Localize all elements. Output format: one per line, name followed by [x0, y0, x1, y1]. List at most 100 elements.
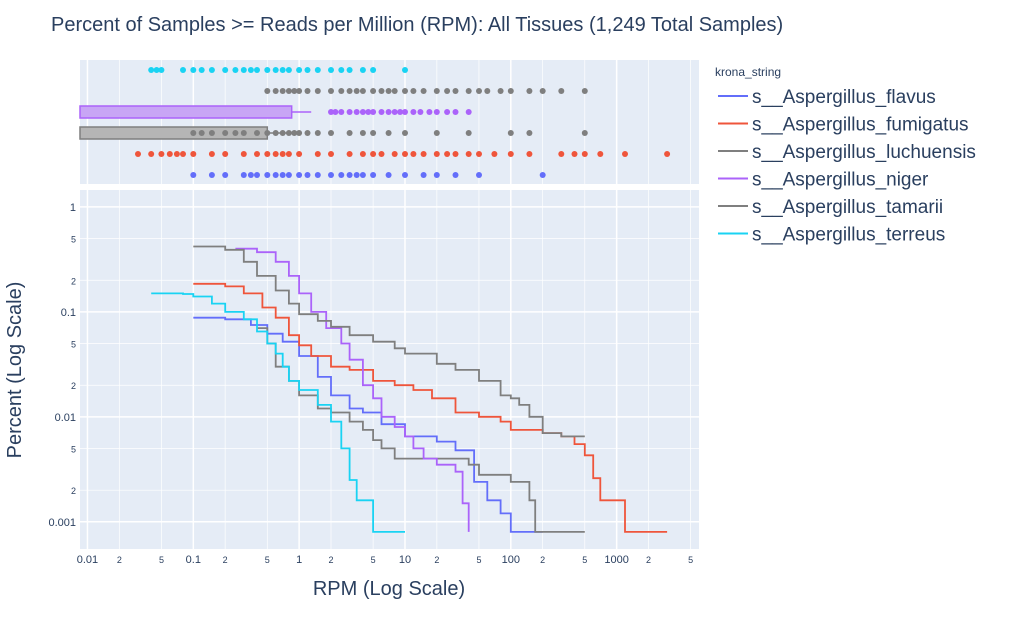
marginal-dot: [190, 172, 197, 178]
marginal-dot: [272, 130, 279, 136]
marginal-dot: [304, 88, 311, 94]
marginal-dot: [135, 151, 141, 157]
marginal-dot: [346, 109, 353, 115]
marginal-dot: [385, 109, 392, 115]
marginal-dot: [254, 67, 260, 73]
marginal-dot: [285, 88, 292, 94]
x-tick-label: 5: [265, 555, 270, 565]
marginal-dot: [304, 67, 311, 73]
marginal-dot: [148, 67, 155, 73]
x-tick-label: 2: [434, 555, 439, 565]
marginal-dot: [285, 151, 292, 157]
marginal-dot: [507, 130, 514, 136]
y-tick-label: 1: [70, 202, 76, 214]
marginal-dot: [476, 172, 482, 178]
marginal-dot: [328, 151, 334, 157]
legend-item-s-aspergillus-luchuensis[interactable]: s__Aspergillus_luchuensis: [718, 142, 976, 163]
marginal-dot: [353, 88, 360, 94]
x-tick-label: 1: [296, 554, 302, 566]
marginal-dot: [365, 109, 372, 115]
marginal-dot: [370, 109, 377, 115]
marginal-dot: [353, 172, 360, 178]
marginal-dot: [433, 109, 440, 115]
marginal-dot: [359, 67, 366, 73]
marginal-dot: [359, 130, 366, 136]
x-tick-label: 0.01: [77, 554, 98, 566]
marginal-dot: [198, 130, 205, 136]
marginal-dot: [402, 130, 408, 136]
marginal-dot: [338, 172, 345, 178]
chart-title: Percent of Samples >= Reads per Million …: [51, 14, 783, 36]
marginal-dot: [622, 151, 628, 157]
marginal-strip-background: [80, 60, 699, 184]
marginal-dot: [402, 172, 408, 178]
marginal-dot: [452, 172, 459, 178]
legend-item-s-aspergillus-niger[interactable]: s__Aspergillus_niger: [718, 170, 929, 191]
legend-item-s-aspergillus-flavus[interactable]: s__Aspergillus_flavus: [718, 87, 936, 108]
marginal-dot: [222, 67, 229, 73]
marginal-dot: [314, 67, 321, 73]
marginal-dot: [304, 172, 311, 178]
marginal-dot: [346, 172, 353, 178]
marginal-dot: [296, 88, 303, 94]
legend-label: s__Aspergillus_fumigatus: [752, 115, 969, 136]
x-axis-title: RPM (Log Scale): [313, 578, 465, 600]
marginal-dot: [346, 88, 353, 94]
marginal-dot: [581, 151, 588, 157]
marginal-dot: [444, 88, 451, 94]
marginal-dot: [338, 88, 345, 94]
marginal-dot: [491, 151, 498, 157]
marginal-dot: [240, 130, 247, 136]
series-line-s-aspergillus-niger: [235, 247, 470, 532]
marginal-strip-grid: [86, 60, 691, 184]
marginal-dot: [426, 109, 433, 115]
marginal-dot: [410, 88, 417, 94]
marginal-dot: [465, 109, 472, 115]
y-tick-label: 0.001: [48, 517, 76, 529]
marginal-dot: [232, 130, 239, 136]
marginal-dot: [526, 130, 533, 136]
marginal-dot: [272, 88, 279, 94]
marginal-dot: [264, 67, 271, 73]
x-axis-ticks: 0.01 2 5 0.1 2 5 1 2 5 10 2 5 100 2 5 1000 2 5: [77, 554, 693, 566]
y-tick-label: 0.1: [61, 307, 76, 319]
marginal-dot: [433, 172, 440, 178]
x-tick-label: 5: [582, 555, 587, 565]
marginal-dot: [359, 151, 366, 157]
marginal-dot: [410, 109, 417, 115]
marginal-dot: [476, 88, 482, 94]
legend-item-s-aspergillus-fumigatus[interactable]: s__Aspergillus_fumigatus: [718, 115, 969, 136]
marginal-dot: [232, 67, 239, 73]
marginal-dot: [264, 130, 271, 136]
legend-item-s-aspergillus-tamarii[interactable]: s__Aspergillus_tamarii: [718, 197, 943, 218]
marginal-dot: [391, 151, 398, 157]
marginal-dot: [370, 130, 377, 136]
marginal-dot: [507, 151, 514, 157]
legend-item-s-aspergillus-terreus[interactable]: s__Aspergillus_terreus: [718, 225, 945, 246]
marginal-dot: [444, 109, 451, 115]
x-tick-label: 2: [540, 555, 545, 565]
marginal-dot: [385, 130, 392, 136]
legend-title: krona_string: [715, 65, 781, 79]
plot-background: [80, 190, 699, 549]
marginal-dot: [359, 109, 366, 115]
marginal-dot: [402, 88, 408, 94]
marginal-dot: [664, 151, 671, 157]
x-tick-label: 1000: [604, 554, 628, 566]
marginal-dot: [222, 151, 229, 157]
marginal-dot: [180, 67, 186, 73]
marginal-dot: [272, 172, 279, 178]
marginal-dot: [247, 67, 254, 73]
legend-label: s__Aspergillus_terreus: [752, 225, 945, 246]
marginal-dot: [420, 172, 427, 178]
marginal-dot: [153, 67, 160, 73]
marginal-dot: [402, 109, 408, 115]
y-axis-ticks: 0.001 2 5 0.01 2 5 0.1 2 5 1: [48, 202, 76, 529]
marginal-dot: [279, 130, 286, 136]
marginal-dot: [328, 130, 334, 136]
marginal-dot: [190, 151, 197, 157]
marginal-dot: [484, 88, 491, 94]
marginal-dot: [410, 151, 417, 157]
marginal-dot: [328, 88, 334, 94]
